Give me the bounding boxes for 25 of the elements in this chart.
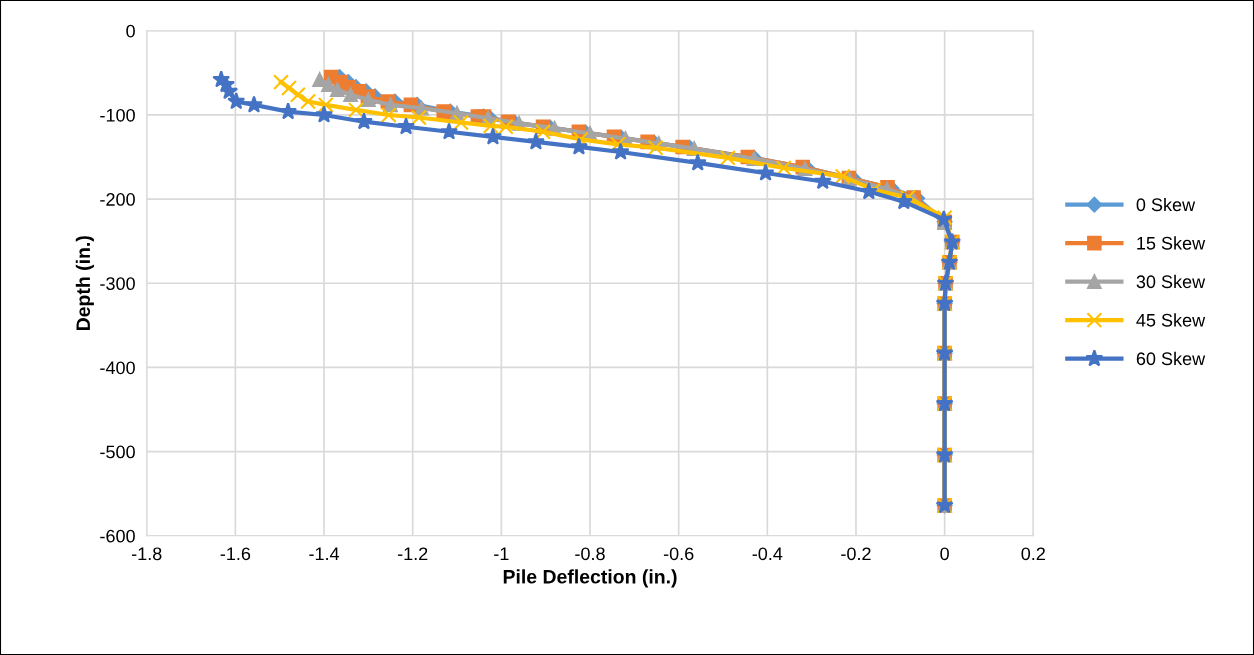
x-tick-label: 0.2 (1021, 547, 1045, 561)
y-tick-label: -100 (100, 108, 135, 122)
x-tick-label: -0.6 (663, 547, 694, 561)
y-tick-label: 0 (126, 24, 135, 38)
y-tick-label: -200 (100, 193, 135, 206)
x-tick-label: -0.4 (752, 547, 783, 561)
y-tick-label: -500 (100, 445, 135, 459)
x-tick-label: 0 (940, 547, 949, 561)
x-tick-label: -1.4 (309, 547, 340, 560)
y-tick-label: -400 (100, 361, 135, 375)
y-tick-label: -600 (100, 529, 135, 543)
y-axis-title: Depth (in.) (75, 236, 94, 331)
x-tick-label: -1.6 (220, 547, 251, 561)
x-axis-title: Pile Deflection (in.) (503, 569, 677, 588)
y-tick-label: -300 (100, 277, 135, 291)
x-tick-label: -1.2 (397, 547, 428, 560)
legend-label: 45 Skew (1136, 313, 1206, 327)
legend-label: 0 Skew (1136, 197, 1196, 212)
x-tick-label: -1 (494, 547, 509, 560)
legend-label: 60 Skew (1136, 351, 1206, 366)
legend-label: 30 Skew (1136, 274, 1206, 289)
x-tick-label: -0.8 (575, 547, 605, 561)
x-tick-label: -0.2 (841, 547, 871, 561)
legend-label: 15 Skew (1137, 236, 1206, 250)
x-tick-label: -1.8 (131, 547, 162, 561)
